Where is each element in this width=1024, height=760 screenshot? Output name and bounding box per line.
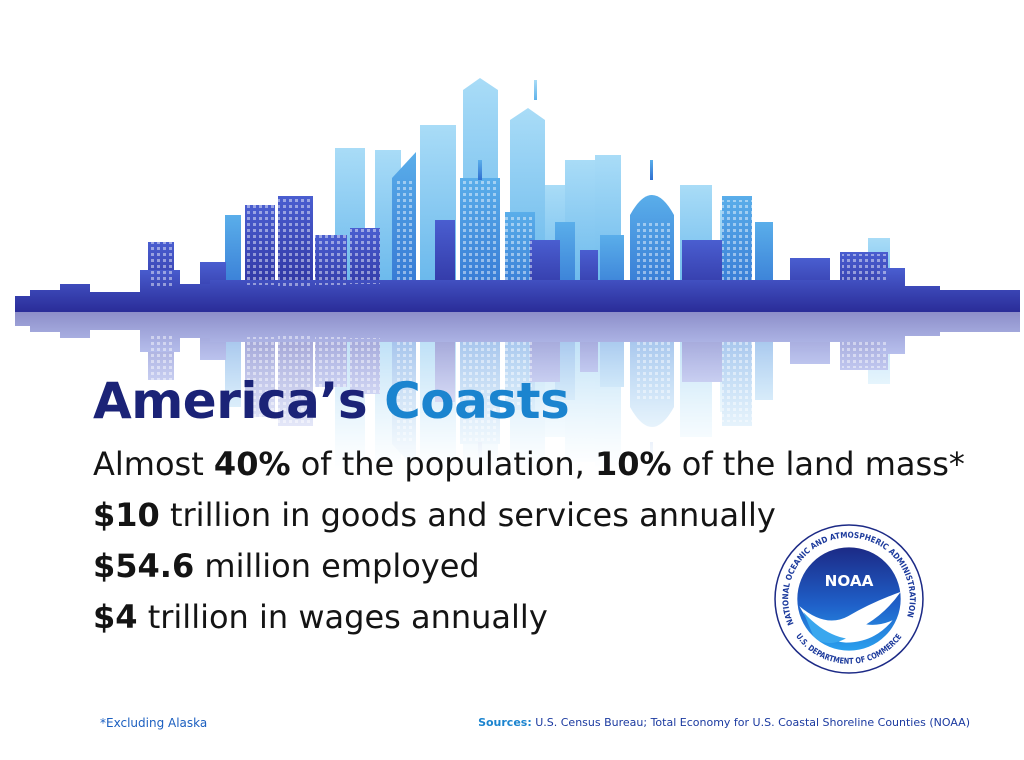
- fact-figure: $10: [93, 496, 160, 534]
- fact-line: $10 trillion in goods and services annua…: [93, 493, 965, 544]
- logo: NOAA NATIONAL OCEANIC AND ATMOSPHERIC AD…: [774, 524, 924, 674]
- fact-figure: 40%: [213, 445, 291, 483]
- fact-figure: 10%: [595, 445, 672, 483]
- fact-line: $4 trillion in wages annually: [93, 595, 965, 646]
- skyline: [15, 78, 1020, 470]
- fact-text: million employed: [194, 547, 480, 585]
- fact-text: trillion in goods and services annually: [159, 496, 776, 534]
- fact-line: $54.6 million employed: [93, 544, 965, 595]
- fact-text: of the land mass*: [671, 445, 965, 483]
- fact-text: trillion in wages annually: [137, 598, 548, 636]
- title-part: Coasts: [384, 372, 570, 430]
- sources: Sources: U.S. Census Bureau; Total Econo…: [478, 716, 970, 729]
- sources-label: Sources:: [478, 716, 532, 729]
- title: America’s Coasts: [93, 372, 570, 430]
- title-part: America’s: [93, 372, 368, 430]
- fact-line: Almost 40% of the population, 10% of the…: [93, 442, 965, 493]
- facts: Almost 40% of the population, 10% of the…: [93, 442, 965, 646]
- fact-text: Almost: [93, 445, 214, 483]
- footnote: *Excluding Alaska: [100, 716, 208, 730]
- sources-text: U.S. Census Bureau; Total Economy for U.…: [531, 716, 970, 729]
- fact-figure: $4: [93, 598, 138, 636]
- logo-acronym: NOAA: [825, 572, 874, 590]
- fact-text: of the population,: [290, 445, 596, 483]
- fact-figure: $54.6: [93, 547, 195, 585]
